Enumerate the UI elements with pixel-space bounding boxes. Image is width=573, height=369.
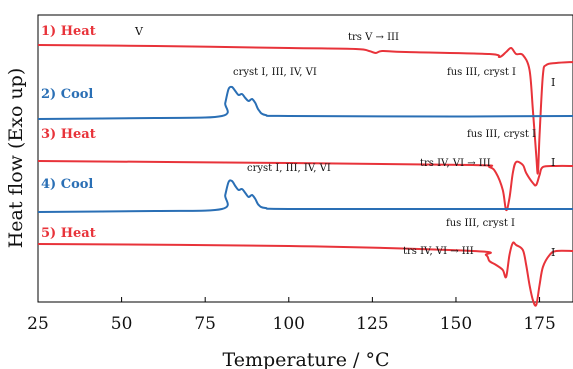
annotation-i-5: I: [551, 246, 555, 259]
series-label-2: 2) Cool: [41, 87, 93, 102]
x-ticks: 25 50 75 100 125 150 175: [27, 297, 556, 334]
annotation-trs-v-iii: trs V → III: [348, 32, 399, 43]
series-label-1: 1) Heat: [41, 24, 96, 39]
x-tick-label-100: 100: [273, 314, 305, 334]
annotation-fus-cryst-1: fus III, cryst I: [447, 67, 516, 78]
series-line-2: [37, 85, 573, 120]
annotation-cryst-4: cryst I, III, IV, VI: [247, 163, 331, 174]
annotation-fus-cryst-5: fus III, cryst I: [446, 218, 515, 229]
annotation-i-3: I: [551, 156, 555, 169]
x-tick-label-175: 175: [523, 314, 555, 334]
x-axis-title: Temperature / °C: [223, 349, 390, 369]
series-line-1: [37, 44, 573, 175]
y-axis-title: Heat flow (Exo up): [5, 68, 27, 249]
series-line-5: [37, 241, 573, 307]
x-tick-label-125: 125: [356, 314, 388, 334]
series-group: [37, 44, 573, 307]
series-label-3: 3) Heat: [41, 127, 96, 142]
annotation-cryst-1: cryst I, III, IV, VI: [233, 67, 317, 78]
series-line-4: [37, 179, 573, 213]
annotation-trs-5: trs IV, VI → III: [403, 246, 474, 257]
annotation-trs-3: trs IV, VI → III: [420, 158, 491, 169]
plot-frame: [37, 14, 573, 303]
x-tick-label-25: 25: [27, 314, 49, 334]
series-label-5: 5) Heat: [41, 226, 96, 241]
x-tick-label-50: 50: [111, 314, 133, 334]
annotation-fus-cryst-3: fus III, cryst I: [467, 129, 536, 140]
x-tick-label-75: 75: [194, 314, 216, 334]
series-label-4: 4) Cool: [41, 177, 93, 192]
x-tick-label-150: 150: [440, 314, 472, 334]
annotation-v: V: [134, 25, 144, 38]
series-line-3: [37, 160, 573, 212]
annotation-i-1: I: [551, 76, 555, 89]
